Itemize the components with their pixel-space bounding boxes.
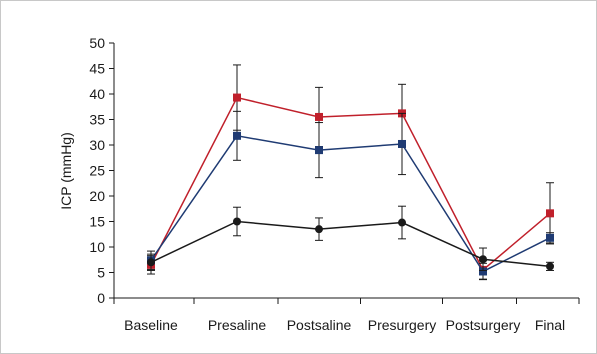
y-tick-label: 5	[97, 265, 105, 281]
series-line	[150, 96, 551, 272]
y-tick-label: 35	[89, 112, 105, 128]
y-axis-title: ICP (mmHg)	[58, 132, 74, 210]
series-line	[150, 134, 551, 273]
y-tick-label: 10	[89, 239, 105, 255]
data-point	[479, 255, 487, 264]
x-tick-label: Final	[535, 317, 565, 333]
data-point	[315, 225, 323, 234]
x-tick-label: Postsurgery	[446, 317, 521, 333]
data-point	[479, 267, 487, 276]
data-point	[546, 209, 554, 218]
y-tick-label: 0	[97, 290, 105, 306]
series-1	[147, 64, 554, 280]
y-tick-label: 25	[89, 163, 105, 179]
data-point	[233, 131, 241, 140]
x-tick-label: Postsaline	[287, 317, 352, 333]
y-tick-label: 30	[89, 137, 105, 153]
data-point	[233, 217, 241, 226]
axes	[113, 43, 579, 299]
data-point	[546, 233, 554, 242]
series-line	[150, 220, 551, 268]
data-point	[233, 93, 241, 102]
y-tick-label: 40	[89, 86, 105, 102]
data-point	[147, 258, 155, 267]
y-tick-label: 50	[89, 35, 105, 51]
series-2	[147, 110, 554, 281]
data-point	[546, 262, 554, 271]
data-point	[315, 112, 323, 121]
data-point	[398, 139, 406, 148]
series-layer	[147, 64, 554, 281]
x-tick-label: Presurgery	[368, 317, 436, 333]
x-tick-label: Presaline	[208, 317, 267, 333]
y-tick-label: 20	[89, 188, 105, 204]
data-point	[398, 218, 406, 227]
series-3	[147, 205, 554, 271]
y-axis-ticks: 0 5 10 15 20 25 30 35 40 45 50	[89, 35, 114, 306]
y-tick-label: 15	[89, 214, 105, 230]
x-tick-label: Baseline	[124, 317, 178, 333]
data-point	[315, 146, 323, 155]
x-axis-ticks: Baseline Presaline Postsaline Presurgery Pos…	[113, 298, 580, 333]
y-tick-label: 45	[89, 61, 105, 77]
